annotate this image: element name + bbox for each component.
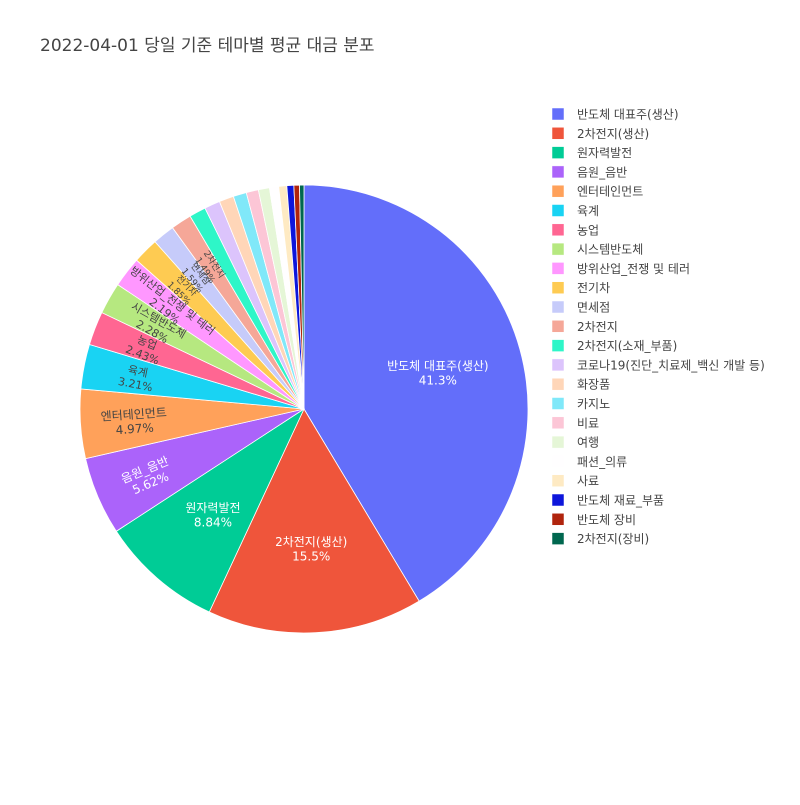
legend-swatch <box>551 397 565 410</box>
legend-swatch <box>551 435 565 449</box>
legend-item[interactable]: 패션_의류 <box>551 455 627 469</box>
legend-item[interactable]: 반도체 장비 <box>551 513 636 527</box>
legend-item[interactable]: 시스템반도체 <box>551 242 643 257</box>
slice-label-percent: 15.5% <box>292 549 330 563</box>
legend-item[interactable]: 전기차 <box>551 281 610 295</box>
legend-label: 반도체 장비 <box>577 513 636 527</box>
legend-swatch <box>551 513 565 526</box>
pie-slice[interactable] <box>299 184 305 410</box>
legend-swatch <box>551 493 565 507</box>
slice-label: 2차전지(생산)15.5% <box>275 535 347 563</box>
legend-item[interactable]: 면세점 <box>551 300 610 315</box>
legend-swatch <box>551 223 565 237</box>
slice-label-name: 2차전지(생산) <box>275 535 347 549</box>
legend-item[interactable]: 2차전지 <box>551 320 618 334</box>
slice-label-percent: 3.21% <box>117 375 154 394</box>
legend-label: 패션_의류 <box>577 455 627 469</box>
legend-label: 음원_음반 <box>577 165 627 179</box>
legend-swatch <box>551 184 565 198</box>
legend-label: 코로나19(진단_치료제_백신 개발 등) <box>577 358 765 372</box>
slice-label-percent: 8.84% <box>194 515 232 529</box>
legend-item[interactable]: 농업 <box>551 223 599 237</box>
slice-label-name: 육계 <box>127 363 149 380</box>
legend-item[interactable]: 엔터테인먼트 <box>551 184 643 199</box>
legend-item[interactable]: 방위산업_전쟁 및 테러 <box>551 262 690 276</box>
legend-item[interactable]: 음원_음반 <box>551 165 627 179</box>
legend-label: 여행 <box>577 435 599 450</box>
legend-item[interactable]: 2차전지(장비) <box>551 532 649 546</box>
legend-item[interactable]: 반도체 재료_부품 <box>551 493 664 508</box>
legend-label: 농업 <box>577 223 599 237</box>
legend-item[interactable]: 비료 <box>551 416 599 430</box>
legend-label: 비료 <box>577 416 599 430</box>
pie-slice[interactable] <box>208 408 420 634</box>
pie-slice[interactable] <box>303 184 529 602</box>
legend-item[interactable]: 코로나19(진단_치료제_백신 개발 등) <box>551 358 765 372</box>
legend-swatch <box>551 204 565 217</box>
legend-swatch <box>551 358 565 372</box>
slice-label-name: 반도체 대표주(생산) <box>387 359 489 373</box>
pie-slices <box>79 184 529 634</box>
legend-swatch <box>551 242 565 256</box>
legend-label: 전기차 <box>577 281 610 295</box>
slice-label: 육계3.21% <box>117 363 154 394</box>
legend-label: 2차전지(장비) <box>577 532 649 546</box>
legend-item[interactable]: 원자력발전 <box>551 146 632 160</box>
legend-label: 시스템반도체 <box>577 243 643 257</box>
legend-label: 반도체 재료_부품 <box>577 494 664 508</box>
legend-label: 반도체 대표주(생산) <box>577 108 679 122</box>
legend-label: 사료 <box>577 474 599 488</box>
slice-label: 반도체 대표주(생산)41.3% <box>387 359 489 387</box>
legend-swatch <box>551 281 565 294</box>
legend-label: 엔터테인먼트 <box>577 185 643 199</box>
legend-item[interactable]: 여행 <box>551 435 599 450</box>
legend-label: 원자력발전 <box>577 146 632 160</box>
legend-label: 2차전지(소재_부품) <box>577 339 677 353</box>
legend-swatch <box>551 262 565 275</box>
legend-label: 육계 <box>577 204 599 218</box>
legend-swatch <box>551 107 565 121</box>
legend-swatch <box>551 474 565 487</box>
legend-item[interactable]: 2차전지(소재_부품) <box>551 339 677 353</box>
legend-swatch <box>551 377 565 391</box>
slice-label: 음원_음반5.62% <box>119 454 171 497</box>
legend-swatch <box>551 416 565 430</box>
legend-label: 방위산업_전쟁 및 테러 <box>577 262 690 276</box>
legend-label: 2차전지(생산) <box>577 127 649 141</box>
legend-swatch <box>551 165 565 179</box>
legend-swatch <box>551 127 565 140</box>
chart-title: 2022-04-01 당일 기준 테마별 평균 대금 분포 <box>40 36 375 56</box>
slice-label-percent: 4.97% <box>115 421 154 438</box>
legend-label: 면세점 <box>577 301 610 315</box>
legend-swatch <box>551 146 565 159</box>
legend-item[interactable]: 화장품 <box>551 377 610 392</box>
legend-item[interactable]: 카지노 <box>551 397 610 411</box>
legend-item[interactable]: 2차전지(생산) <box>551 127 649 141</box>
legend-item[interactable]: 사료 <box>551 474 599 488</box>
legend-label: 화장품 <box>577 378 610 392</box>
slice-label-percent: 41.3% <box>419 374 457 388</box>
legend-swatch <box>551 320 565 333</box>
legend-item[interactable]: 육계 <box>551 204 599 218</box>
legend-swatch <box>551 532 565 545</box>
legend: 반도체 대표주(생산) 2차전지(생산) 원자력발전음원_음반엔터테인먼트육계농업시… <box>551 107 765 546</box>
legend-label: 카지노 <box>577 397 610 411</box>
legend-swatch <box>551 339 565 352</box>
pie-slice[interactable] <box>115 407 305 613</box>
slice-label-name: 엔터테인먼트 <box>100 405 167 423</box>
legend-swatch <box>551 300 565 314</box>
legend-label: 2차전지 <box>577 320 618 334</box>
legend-item[interactable]: 반도체 대표주(생산) <box>551 107 679 122</box>
legend-swatch <box>551 455 565 468</box>
slice-label-name: 원자력발전 <box>185 501 240 515</box>
